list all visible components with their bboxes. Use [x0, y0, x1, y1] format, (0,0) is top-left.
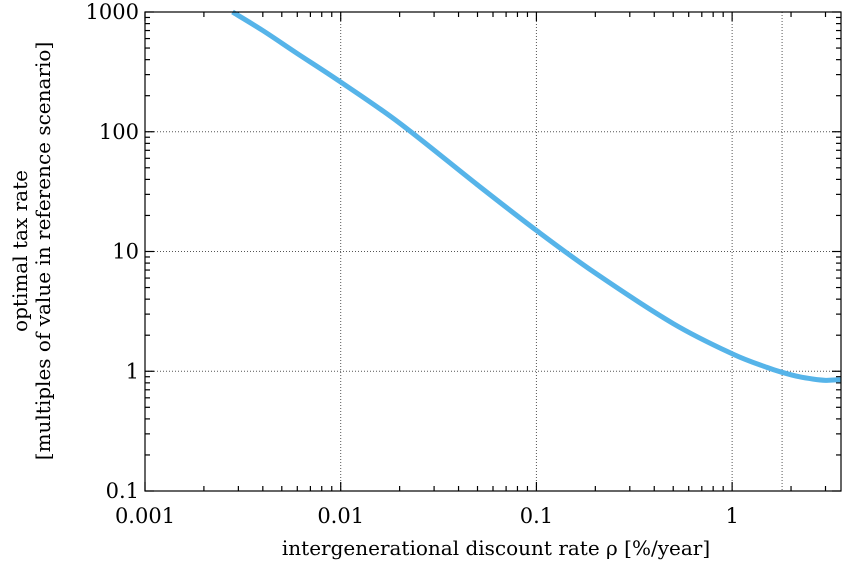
y-tick-label: 0.1 — [106, 479, 139, 503]
x-tick-label: 0.1 — [520, 504, 553, 528]
y-tick-label: 10 — [112, 240, 139, 264]
y-tick-label: 1000 — [86, 0, 139, 24]
x-axis-title: intergenerational discount rate ρ [%/yea… — [282, 536, 710, 560]
y-axis-title-line-1: optimal tax rate — [8, 170, 32, 332]
x-tick-label: 1 — [725, 504, 738, 528]
y-axis-title-line-2: [multiples of value in reference scenari… — [31, 42, 55, 460]
plot-frame — [144, 11, 842, 492]
y-tick-label: 1 — [126, 359, 139, 383]
series-layer — [231, 9, 842, 383]
y-axis-title: optimal tax rate [multiples of value in … — [8, 42, 55, 460]
series-line — [231, 9, 842, 383]
x-tick-label: 0.001 — [115, 504, 175, 528]
grid-lines — [145, 12, 841, 491]
tick-labels: 0.1 1 10 100 1000 0.001 0.01 0.1 1 — [86, 0, 739, 528]
x-tick-label: 0.01 — [317, 504, 364, 528]
y-tick-label: 100 — [99, 120, 139, 144]
